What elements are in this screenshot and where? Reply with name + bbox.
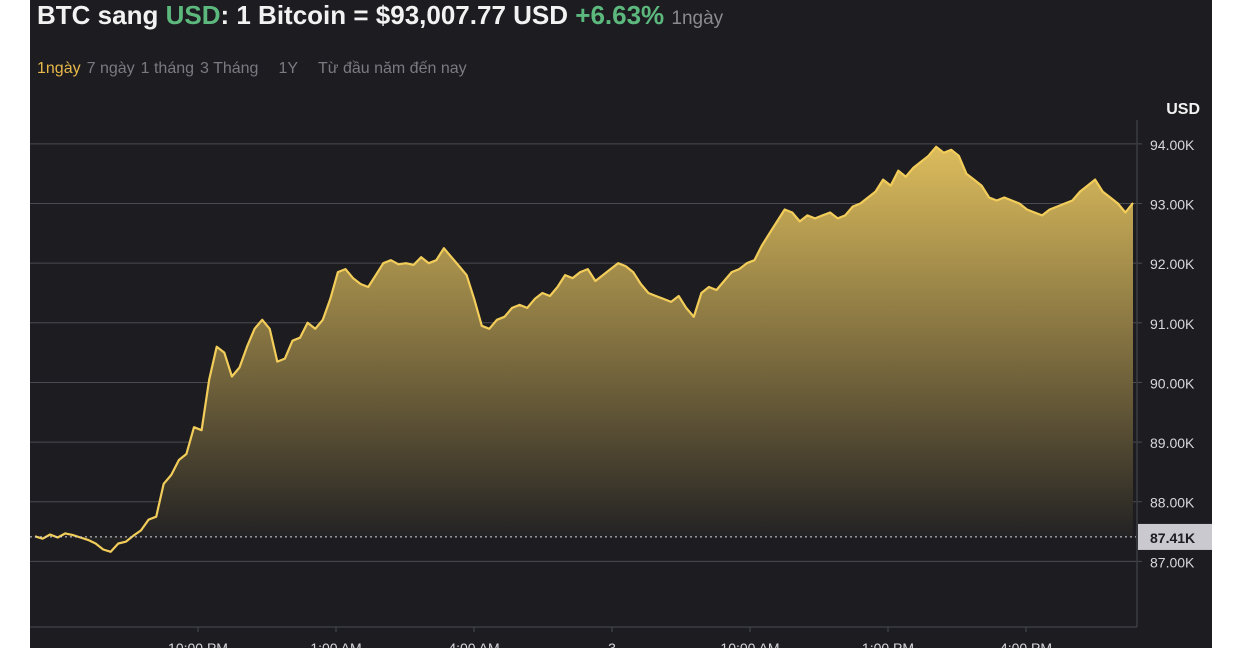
range-1d[interactable]: 1ngày	[37, 60, 81, 77]
pair-prefix: BTC sang	[37, 0, 166, 30]
chart-panel: BTC sang USD: 1 Bitcoin = $93,007.77 USD…	[30, 0, 1212, 648]
y-tick-label: 90.00K	[1150, 375, 1195, 391]
x-tick-label: 4:00 AM	[448, 640, 499, 648]
change-percent: +6.63%	[575, 0, 665, 30]
x-tick-label: 10:00 AM	[720, 640, 779, 648]
x-tick-label: 1:00 PM	[862, 640, 914, 648]
period-label: 1ngày	[671, 8, 724, 29]
x-tick-label: 10:00 PM	[168, 640, 228, 648]
range-7d[interactable]: 7 ngày	[86, 60, 135, 77]
y-tick-label: 88.00K	[1150, 495, 1195, 511]
x-tick-label: 3	[608, 640, 616, 648]
y-tick-label: 94.00K	[1150, 137, 1195, 153]
y-axis-unit-label: USD	[1166, 101, 1200, 118]
price-line	[34, 145, 1134, 553]
quote-currency: USD	[165, 0, 221, 30]
price-headline: BTC sang USD: 1 Bitcoin = $93,007.77 USD…	[37, 0, 723, 32]
y-tick-label: 87.00K	[1150, 554, 1195, 570]
reference-label: 87.41K	[1150, 530, 1195, 546]
y-tick-label: 91.00K	[1150, 316, 1195, 332]
y-tick-label: 92.00K	[1150, 256, 1195, 272]
range-ytd[interactable]: Từ đầu năm đến nay	[318, 60, 467, 77]
reference-badge	[1138, 523, 1212, 550]
price-area-fill	[35, 146, 1133, 552]
range-1y[interactable]: 1Y	[278, 60, 299, 77]
y-tick-label: 89.00K	[1150, 435, 1195, 451]
y-tick-label: 93.00K	[1150, 197, 1195, 213]
range-3m[interactable]: 3 Tháng	[200, 60, 259, 77]
x-tick-label: 4:00 PM	[1000, 640, 1052, 648]
range-selector: 1ngày 7 ngày 1 tháng 3 Tháng 1Y Từ đầu năm đế…	[37, 60, 473, 84]
price-text: : 1 Bitcoin = $93,007.77 USD	[220, 0, 576, 30]
x-tick-label: 1:00 AM	[310, 640, 361, 648]
price-chart: 94.00K 93.00K 92.00K 91.00K 90.00K 89.00K 88.0…	[30, 101, 1212, 648]
range-1m[interactable]: 1 tháng	[140, 60, 195, 77]
